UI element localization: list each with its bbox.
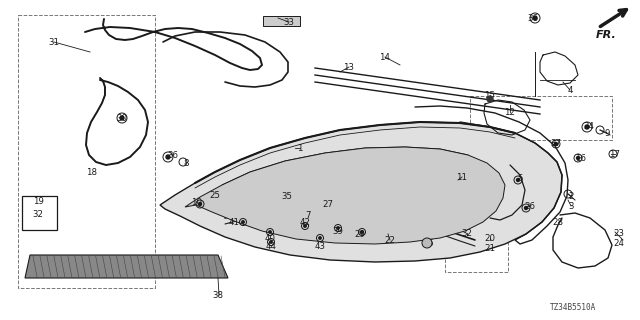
Circle shape <box>269 231 271 233</box>
Text: 19: 19 <box>33 196 44 205</box>
Circle shape <box>422 238 432 248</box>
Text: 11: 11 <box>456 172 467 181</box>
Text: 16: 16 <box>575 154 586 163</box>
Text: 2: 2 <box>568 191 573 201</box>
Polygon shape <box>185 147 505 244</box>
Text: FR.: FR. <box>596 30 617 40</box>
Text: 32: 32 <box>461 228 472 237</box>
Text: 4: 4 <box>567 85 573 94</box>
Circle shape <box>304 225 306 227</box>
Text: 33: 33 <box>284 18 294 27</box>
Circle shape <box>361 231 364 233</box>
Text: 36: 36 <box>527 13 538 22</box>
Text: 6: 6 <box>428 238 433 247</box>
Text: 10: 10 <box>191 197 202 206</box>
Bar <box>18 15 155 288</box>
Text: 31: 31 <box>49 37 60 46</box>
Text: 15: 15 <box>484 91 495 100</box>
Circle shape <box>533 16 537 20</box>
Circle shape <box>198 203 202 205</box>
Text: 41: 41 <box>228 218 239 227</box>
Bar <box>22 196 57 230</box>
Text: 9: 9 <box>604 129 610 138</box>
Text: 18: 18 <box>86 167 97 177</box>
Text: 1: 1 <box>297 143 303 153</box>
Circle shape <box>487 96 493 102</box>
Text: 39: 39 <box>333 227 344 236</box>
Text: 37: 37 <box>550 139 561 148</box>
Text: 30: 30 <box>116 114 127 123</box>
Text: 20: 20 <box>484 234 495 243</box>
Text: 28: 28 <box>552 218 563 227</box>
Bar <box>470 96 612 140</box>
Circle shape <box>577 156 579 159</box>
Text: 21: 21 <box>484 244 495 252</box>
Text: 35: 35 <box>282 191 292 201</box>
Circle shape <box>337 227 339 229</box>
Text: 44: 44 <box>266 242 276 251</box>
Circle shape <box>242 221 244 223</box>
Text: 29: 29 <box>355 229 365 238</box>
Text: 38: 38 <box>212 291 223 300</box>
Text: 24: 24 <box>614 238 625 247</box>
Text: 17: 17 <box>609 149 621 158</box>
Circle shape <box>270 241 272 243</box>
Text: 7: 7 <box>305 211 311 220</box>
Polygon shape <box>160 122 562 262</box>
Text: 43: 43 <box>314 242 326 251</box>
Text: TZ34B5510A: TZ34B5510A <box>550 303 596 313</box>
Circle shape <box>120 116 124 120</box>
Circle shape <box>554 142 557 146</box>
Text: 32: 32 <box>33 210 44 219</box>
Text: 14: 14 <box>380 52 390 61</box>
Text: 13: 13 <box>344 62 355 71</box>
Text: 36: 36 <box>168 150 179 159</box>
Circle shape <box>585 125 589 129</box>
Text: 25: 25 <box>209 190 221 199</box>
Text: 5: 5 <box>517 173 523 182</box>
Bar <box>263 16 300 26</box>
Text: 42: 42 <box>300 218 310 227</box>
Text: 3: 3 <box>568 202 573 211</box>
Text: 27: 27 <box>323 199 333 209</box>
Circle shape <box>319 237 321 239</box>
Text: 26: 26 <box>525 202 536 211</box>
Text: 8: 8 <box>183 158 189 167</box>
Text: 34: 34 <box>584 122 595 131</box>
Text: 12: 12 <box>504 108 515 116</box>
Circle shape <box>516 179 520 181</box>
Circle shape <box>525 206 527 210</box>
Text: 22: 22 <box>385 236 396 244</box>
Text: 40: 40 <box>264 234 275 243</box>
Polygon shape <box>25 255 228 278</box>
Text: 23: 23 <box>614 228 625 237</box>
Bar <box>445 222 508 272</box>
Circle shape <box>166 155 170 159</box>
